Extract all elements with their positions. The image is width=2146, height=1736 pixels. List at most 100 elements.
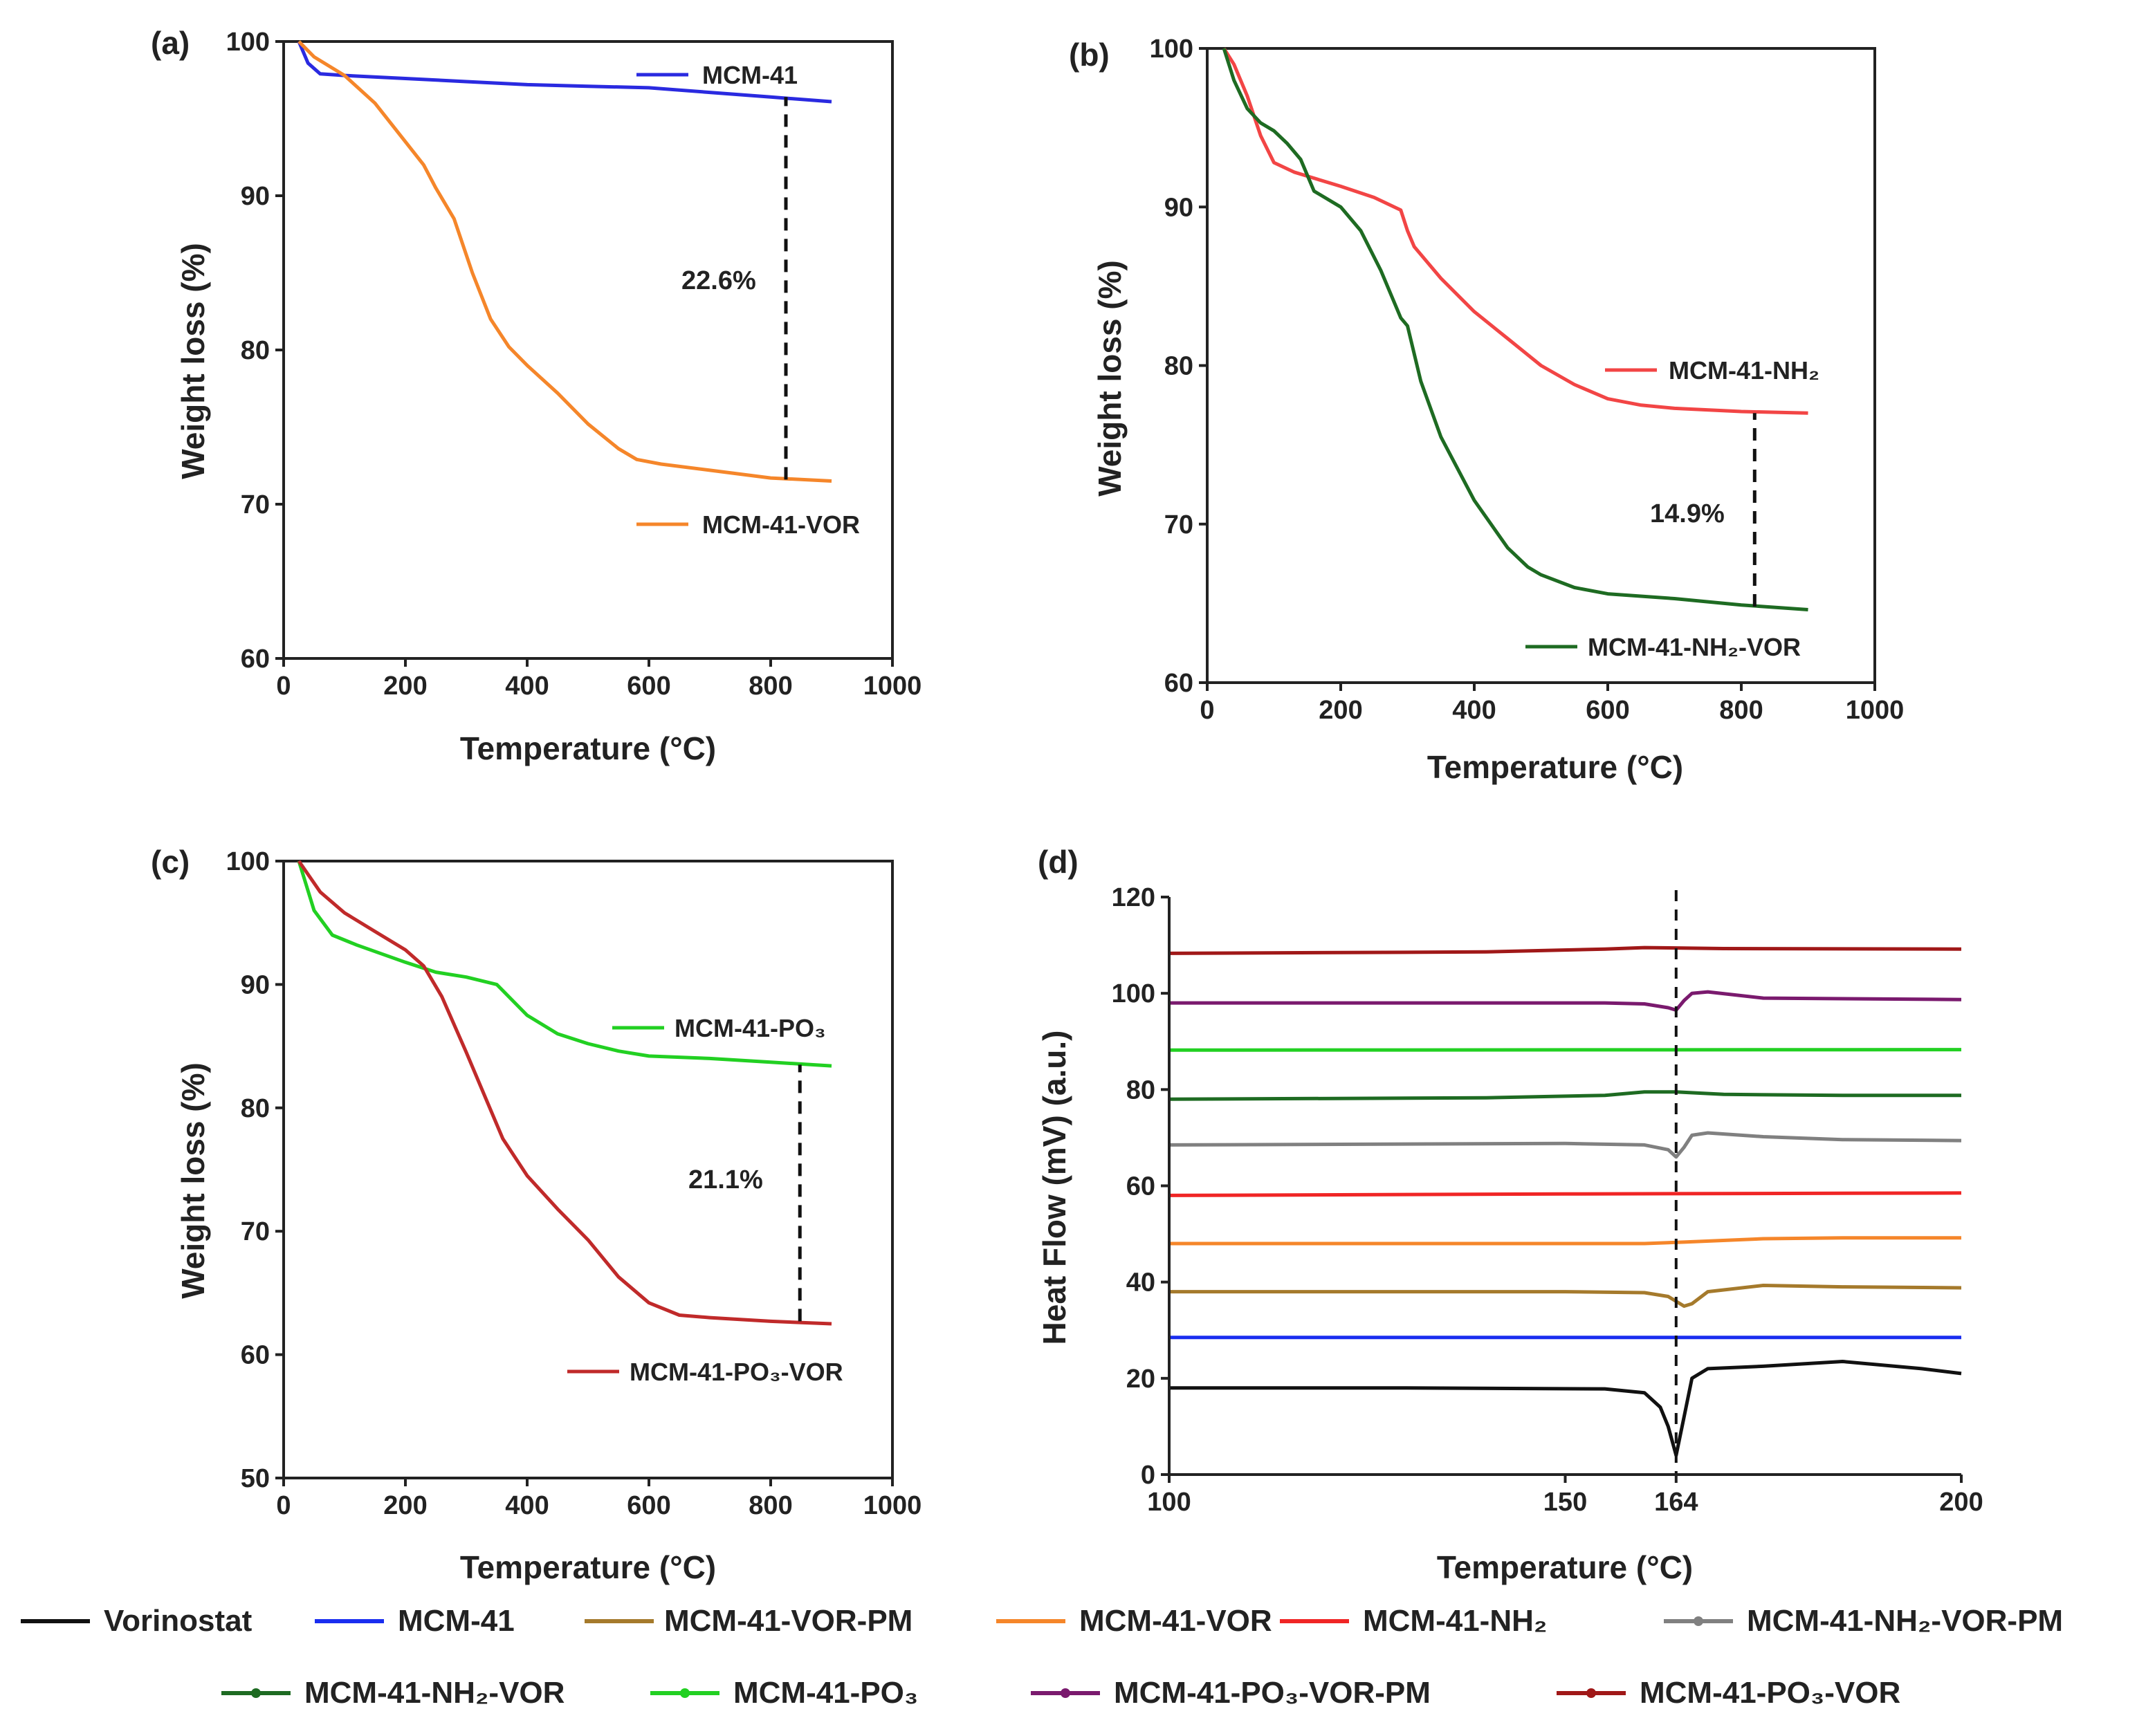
series-line-mcm-41-po3-vor-pm [1169, 990, 1962, 1012]
bottom-legend-label-mcm-41-nh2-vor: MCM-41-NH₂-VOR [304, 1676, 565, 1710]
panel-d-ylabel: Heat Flow (mV) (a.u.) [1036, 1031, 1072, 1345]
panel-d: (d) Temperature (°C) Heat Flow (mV) (a.u… [1036, 844, 1983, 1585]
panel-c-frame [282, 860, 894, 1479]
x-tick-label: 600 [627, 672, 670, 701]
x-tick-label: 100 [1147, 1488, 1191, 1517]
bottom-legend-label-mcm-41-vor: MCM-41-VOR [1079, 1604, 1272, 1638]
x-tick-label: 600 [1586, 696, 1629, 725]
bottom-legend: Vorinostat MCM-41 MCM-41-VOR-PM MCM-41-VOR M… [21, 1604, 2063, 1710]
panel-d-xlabel: Temperature (°C) [1437, 1549, 1693, 1585]
y-tick-label: 70 [241, 490, 270, 519]
series-line-mcm-41-nh2 [1168, 1191, 1962, 1197]
x-tick-label: 200 [1939, 1488, 1983, 1517]
y-tick-label: 100 [226, 28, 270, 57]
panel-c: (c) Temperature (°C) Weight loss (%) 0 20… [151, 844, 921, 1585]
bottom-legend-label-mcm-41-po3-vor-pm: MCM-41-PO₃-VOR-PM [1114, 1676, 1431, 1710]
series-line-vorinostat [1169, 1360, 1962, 1457]
y-tick-label: 100 [1112, 979, 1155, 1008]
panel-b-xlabel: Temperature (°C) [1427, 749, 1683, 785]
bottom-legend-label-mcm-41-po3-vor: MCM-41-PO₃-VOR [1640, 1676, 1900, 1710]
series-line-mcm-41-po3 [297, 860, 832, 1068]
panel-d-label: (d) [1038, 844, 1079, 880]
panel-a-annotation: 22.6% [681, 266, 756, 295]
y-tick-label: 60 [1126, 1172, 1155, 1201]
series-line-mcm-41-po3-vor [1168, 945, 1962, 955]
bottom-legend-marker-mcm-41-nh2-vor-pm [1694, 1616, 1703, 1626]
panel-c-label: (c) [151, 844, 190, 880]
series-line-mcm-41-vor-pm [1169, 1284, 1962, 1308]
y-tick-label: 20 [1126, 1365, 1155, 1394]
y-tick-label: 80 [1164, 352, 1193, 381]
panel-a-xlabel: Temperature (°C) [460, 730, 716, 766]
legend-label-mcm41-vor: MCM-41-VOR [702, 510, 860, 539]
panel-b-legend: MCM-41-NH₂ MCM-41-NH₂-VOR [1525, 356, 1819, 661]
bottom-legend-label-mcm-41-vor-pm: MCM-41-VOR-PM [664, 1604, 912, 1638]
panel-a-label: (a) [151, 25, 190, 61]
x-tick-label: 800 [749, 672, 792, 701]
legend-label-mcm41-po3-vor: MCM-41-PO₃-VOR [630, 1358, 843, 1386]
x-tick-label: 600 [627, 1491, 670, 1520]
y-tick-label: 100 [226, 847, 270, 876]
y-tick-label: 70 [241, 1217, 270, 1246]
legend-label-mcm41: MCM-41 [702, 61, 798, 89]
x-tick-label: 400 [1452, 696, 1496, 725]
bottom-legend-marker-mcm-41-nh2-vor [251, 1688, 261, 1698]
legend-label-mcm41-nh2-vor: MCM-41-NH₂-VOR [1588, 633, 1801, 661]
y-tick-label: 90 [241, 970, 270, 999]
x-tick-label: 164 [1654, 1488, 1698, 1517]
panel-b-label: (b) [1069, 37, 1110, 73]
panel-c-legend: MCM-41-PO₃ MCM-41-PO₃-VOR [567, 1014, 843, 1386]
x-tick-label: 200 [383, 1491, 427, 1520]
x-tick-label: 1000 [863, 1491, 922, 1520]
bottom-legend-marker-mcm-41-po3 [680, 1688, 690, 1698]
y-tick-label: 90 [1164, 193, 1193, 222]
x-tick-label: 1000 [1846, 696, 1905, 725]
y-tick-label: 70 [1164, 510, 1193, 539]
series-line-mcm-41-po3-vor [297, 860, 832, 1326]
y-tick-label: 60 [1164, 669, 1193, 698]
bottom-legend-marker-mcm-41-po3-vor [1586, 1688, 1596, 1698]
y-tick-label: 50 [241, 1464, 270, 1493]
bottom-legend-label-mcm-41-po3: MCM-41-PO₃ [733, 1676, 918, 1710]
x-tick-label: 0 [1200, 696, 1214, 725]
y-tick-label: 40 [1126, 1268, 1155, 1298]
x-tick-label: 200 [1319, 696, 1362, 725]
series-line-mcm-41-vor [1169, 1236, 1961, 1246]
x-tick-label: 200 [383, 672, 427, 701]
y-tick-label: 120 [1112, 883, 1155, 912]
x-tick-label: 800 [1719, 696, 1763, 725]
y-tick-label: 60 [241, 1341, 270, 1370]
y-tick-label: 80 [1126, 1075, 1155, 1105]
x-tick-label: 150 [1543, 1488, 1587, 1517]
x-tick-label: 400 [505, 1491, 549, 1520]
y-tick-label: 60 [241, 645, 270, 674]
panel-a: (a) Temperature (°C) Weight loss (%) 0 20… [151, 25, 921, 766]
x-tick-label: 0 [276, 672, 291, 701]
panel-a-legend: MCM-41 MCM-41-VOR [636, 61, 860, 539]
panel-c-annotation: 21.1% [688, 1165, 763, 1194]
legend-label-mcm41-nh2: MCM-41-NH₂ [1669, 356, 1819, 385]
x-tick-label: 1000 [863, 672, 922, 701]
panel-c-xlabel: Temperature (°C) [460, 1549, 716, 1585]
bottom-legend-label-vorinostat: Vorinostat [104, 1604, 253, 1638]
panel-a-frame [282, 40, 894, 660]
bottom-legend-marker-mcm-41-po3-vor-pm [1061, 1688, 1070, 1698]
series-line-mcm-41-nh2-vor [1168, 1090, 1961, 1101]
x-tick-label: 0 [276, 1491, 291, 1520]
series-line-mcm-41-po3 [1168, 1048, 1962, 1052]
y-tick-label: 80 [241, 336, 270, 365]
y-tick-label: 100 [1150, 35, 1193, 64]
panel-b: (b) Temperature (°C) Weight loss (%) 0 20… [1069, 35, 1904, 785]
series-line-mcm-41 [297, 41, 832, 104]
bottom-legend-label-mcm-41: MCM-41 [398, 1604, 515, 1638]
bottom-legend-label-mcm-41-nh2: MCM-41-NH₂ [1363, 1604, 1547, 1638]
panel-b-annotation: 14.9% [1650, 499, 1725, 528]
series-line-mcm-41-nh2-vor-pm [1168, 1131, 1962, 1159]
bottom-legend-label-mcm-41-nh2-vor-pm: MCM-41-NH₂-VOR-PM [1747, 1604, 2063, 1638]
x-tick-label: 400 [505, 672, 549, 701]
y-tick-label: 0 [1141, 1461, 1155, 1490]
series-line-mcm-41-nh2 [1222, 47, 1808, 415]
panel-a-ylabel: Weight loss (%) [175, 243, 211, 479]
legend-label-mcm41-po3: MCM-41-PO₃ [675, 1014, 826, 1042]
series-line-mcm-41-nh2-vor [1222, 48, 1808, 611]
